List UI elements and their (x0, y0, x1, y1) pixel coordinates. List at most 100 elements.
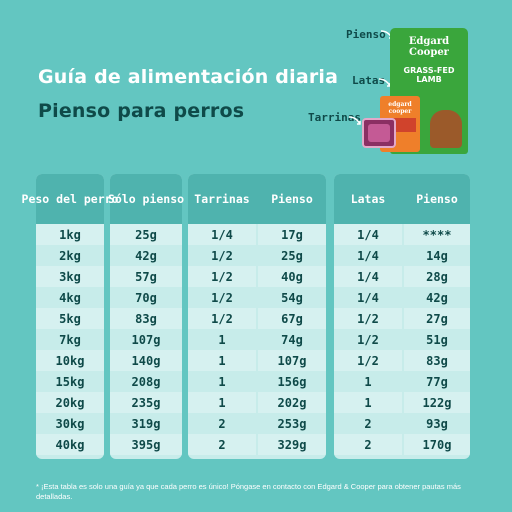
table-row-band (36, 224, 104, 245)
table1-cell: 208g (131, 374, 161, 389)
table-row-band (110, 350, 182, 371)
table-row-band (258, 266, 326, 287)
table3-cell: 122g (422, 395, 452, 410)
table3-cell: 83g (426, 353, 448, 368)
table-row-band (36, 266, 104, 287)
table-row-band (188, 224, 256, 245)
table-row-band (188, 266, 256, 287)
product-label-tarrinas: Tarrinas (308, 111, 361, 124)
table2-cell: 107g (277, 353, 307, 368)
table3-cell: 1 (364, 374, 372, 389)
table1-cell: 1kg (59, 227, 81, 242)
table-row-band (36, 308, 104, 329)
table1-cell: 2kg (59, 248, 81, 263)
table2-cell: 253g (277, 416, 307, 431)
table-row-band (334, 266, 402, 287)
table-row-band (334, 350, 402, 371)
table3-cell: 2 (364, 437, 372, 452)
table3-cell: 14g (426, 248, 448, 263)
table-row-band (334, 224, 402, 245)
table2-cell: 202g (277, 395, 307, 410)
table3-cell: 170g (422, 437, 452, 452)
table3-cell: 42g (426, 290, 448, 305)
table1-cell: 107g (131, 332, 161, 347)
table1-cell: 4kg (59, 290, 81, 305)
table-row-band (36, 350, 104, 371)
table2-cell: 67g (281, 311, 303, 326)
table3-cell: 2 (364, 416, 372, 431)
table1-cell: 395g (131, 437, 161, 452)
table-header-bg (188, 174, 326, 224)
table2-cell: 40g (281, 269, 303, 284)
table2-cell: 1 (218, 332, 226, 347)
table3-cell: 77g (426, 374, 448, 389)
table2-cell: 17g (281, 227, 303, 242)
table-row-band (334, 308, 402, 329)
table1-cell: 40kg (55, 437, 85, 452)
table-row-band (404, 392, 470, 413)
table1-cell: 319g (131, 416, 161, 431)
table1-cell: 57g (135, 269, 157, 284)
table-row-band (258, 434, 326, 455)
table-row-band (188, 350, 256, 371)
table1-cell: 70g (135, 290, 157, 305)
table-row-band (36, 392, 104, 413)
table1-cell: 20kg (55, 395, 85, 410)
table3-cell: **** (422, 227, 452, 242)
table-row-band (258, 224, 326, 245)
table-row-band (404, 224, 470, 245)
table-header-bg (36, 174, 104, 224)
table-row-band (188, 392, 256, 413)
table-header-bg (110, 174, 182, 224)
table-row-band (110, 392, 182, 413)
table1-cell: 140g (131, 353, 161, 368)
table2-cell: 25g (281, 248, 303, 263)
box-logo: edgard cooper (388, 101, 412, 115)
table-row-band (404, 308, 470, 329)
table3-cell: 28g (426, 269, 448, 284)
table3-cell: 93g (426, 416, 448, 431)
table-header-bg (334, 174, 470, 224)
table2-cell: 1 (218, 395, 226, 410)
arrow-tarrinas-icon (348, 116, 361, 125)
table1-cell: 42g (135, 248, 157, 263)
table1-cell: 235g (131, 395, 161, 410)
table3-cell: 27g (426, 311, 448, 326)
table2-cell: 74g (281, 332, 303, 347)
dog-illustration-icon (430, 110, 462, 148)
table2-cell: 54g (281, 290, 303, 305)
table3-header-1: Pienso (416, 191, 458, 206)
table2-cell: 2 (218, 437, 226, 452)
table2-cell: 1 (218, 353, 226, 368)
table3-cell: 1/2 (357, 353, 379, 368)
table2-cell: 1 (218, 374, 226, 389)
table3-cell: 1/4 (357, 290, 379, 305)
page-title: Guía de alimentación diaria (38, 66, 339, 88)
table3-cell: 1/2 (357, 332, 379, 347)
table3-cell: 51g (426, 332, 448, 347)
table-row-band (404, 434, 470, 455)
page-subtitle: Pienso para perros (38, 100, 245, 122)
table3-cell: 1/4 (357, 227, 379, 242)
table2-cell: 1/2 (211, 248, 233, 263)
table1-cell: 83g (135, 311, 157, 326)
table-row-band (110, 308, 182, 329)
table1-cell: 7kg (59, 332, 81, 347)
table2-cell: 1/2 (211, 290, 233, 305)
product-label-pienso: Pienso (346, 28, 386, 41)
table-row-band (110, 224, 182, 245)
table2-header-1: Pienso (271, 191, 313, 206)
table-row-band (110, 266, 182, 287)
table3-cell: 1/4 (357, 269, 379, 284)
table1-cell: 3kg (59, 269, 81, 284)
table-row-band (110, 434, 182, 455)
tray-image (362, 118, 396, 148)
table-row-band (258, 308, 326, 329)
table3-header-0: Latas (350, 191, 386, 206)
table-row-band (36, 434, 104, 455)
table-row-band (404, 266, 470, 287)
footnote: * ¡Esta tabla es solo una guía ya que ca… (36, 482, 461, 501)
table2-cell: 1/2 (211, 269, 233, 284)
table-row-band (188, 434, 256, 455)
table1-cell: 15kg (55, 374, 85, 389)
